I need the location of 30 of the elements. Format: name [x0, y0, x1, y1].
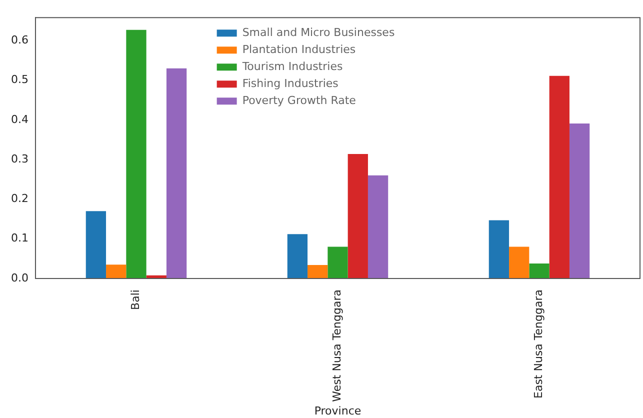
bar	[509, 246, 530, 279]
bar	[308, 265, 328, 279]
legend-label: Poverty Growth Rate	[242, 94, 356, 107]
bar	[549, 76, 570, 279]
bar	[368, 175, 388, 279]
bar	[86, 211, 106, 279]
bar	[166, 68, 187, 279]
x-tick-label: West Nusa Tenggara	[330, 290, 344, 402]
bar	[348, 154, 368, 279]
y-tick-label: 0.5	[10, 73, 28, 86]
bar	[529, 263, 550, 279]
bar	[106, 264, 126, 279]
y-tick-label: 0.2	[10, 192, 28, 206]
y-tick-label: 0.0	[10, 271, 28, 284]
x-axis-title: Province	[314, 404, 362, 418]
bar	[328, 246, 348, 279]
y-tick-label: 0.1	[10, 232, 28, 245]
legend-label: Plantation Industries	[242, 42, 356, 56]
y-tick-label: 0.6	[10, 33, 28, 46]
y-tick-label: 0.4	[10, 112, 28, 126]
x-tick-label: East Nusa Tenggara	[532, 290, 546, 398]
bar	[126, 30, 146, 279]
bar	[488, 220, 510, 279]
legend-label: Tourism Industries	[241, 60, 343, 73]
bar	[569, 123, 590, 279]
y-tick-label: 0.3	[10, 152, 28, 166]
legend-label: Small and Micro Businesses	[242, 26, 395, 39]
bar	[287, 234, 308, 279]
legend-label: Fishing Industries	[242, 76, 339, 90]
x-tick-label: Bali	[129, 290, 142, 310]
